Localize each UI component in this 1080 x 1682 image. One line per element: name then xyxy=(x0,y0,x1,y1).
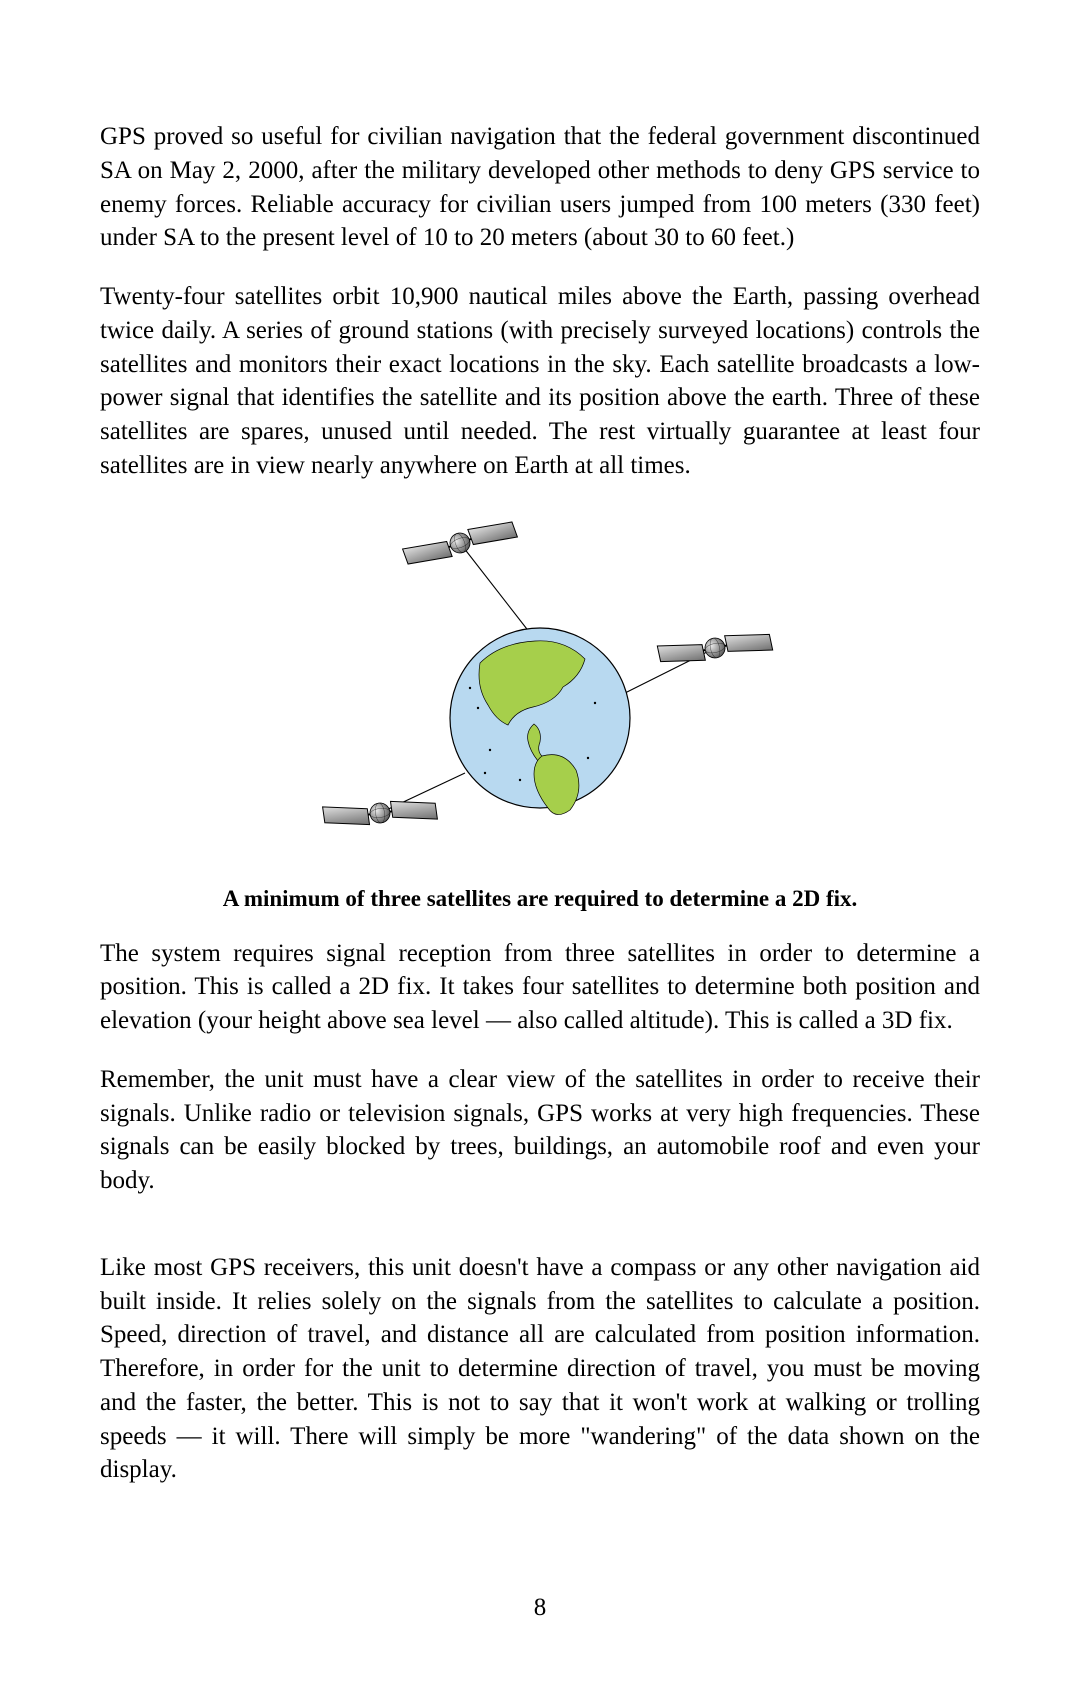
page-number: 8 xyxy=(0,1594,1080,1622)
satellite-diagram-svg xyxy=(260,493,820,873)
paragraph-4: Remember, the unit must have a clear vie… xyxy=(100,1063,980,1198)
figure-caption: A minimum of three satellites are requir… xyxy=(100,886,980,912)
paragraph-3: The system requires signal reception fro… xyxy=(100,937,980,1038)
paragraph-2: Twenty-four satellites orbit 10,900 naut… xyxy=(100,280,980,483)
paragraph-1: GPS proved so useful for civilian naviga… xyxy=(100,120,980,255)
figure-satellites-earth xyxy=(100,493,980,878)
paragraph-5: Like most GPS receivers, this unit doesn… xyxy=(100,1251,980,1487)
document-page: GPS proved so useful for civilian naviga… xyxy=(0,0,1080,1682)
